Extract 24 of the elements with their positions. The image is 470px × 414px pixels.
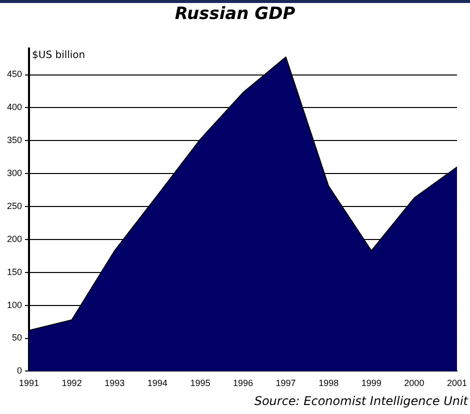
x-tick-label: 2000 (404, 378, 424, 388)
y-tick-label: 400 (6, 102, 22, 112)
x-tick-label: 1996 (232, 378, 254, 388)
x-tick-label: 1998 (318, 378, 339, 388)
x-tick-label: 1999 (361, 378, 382, 388)
y-tick-label: 350 (6, 135, 22, 146)
y-tick-label: 300 (6, 168, 22, 178)
x-tick-label: 2001 (446, 378, 468, 388)
x-tick-label: 1995 (190, 378, 210, 388)
y-tick-label: 100 (6, 300, 22, 310)
y-tick-label: 150 (6, 266, 22, 277)
y-tick-label: 50 (12, 332, 22, 343)
x-tick-label: 1994 (147, 378, 168, 388)
y-tick-label: 0 (17, 366, 22, 376)
x-tick-label: 1993 (104, 378, 125, 388)
y-tick-label: 250 (6, 200, 22, 211)
source-note: Source: Economist Intelligence Unit (254, 394, 468, 408)
x-tick-label: 1997 (276, 378, 296, 388)
y-tick-label: 450 (6, 69, 22, 80)
y-axis-title: $US billion (32, 50, 86, 61)
y-tick-label: 200 (6, 234, 22, 244)
x-tick-label: 1992 (62, 378, 82, 388)
chart-title: Russian GDP (174, 4, 296, 24)
x-tick-label: 1991 (19, 378, 40, 388)
